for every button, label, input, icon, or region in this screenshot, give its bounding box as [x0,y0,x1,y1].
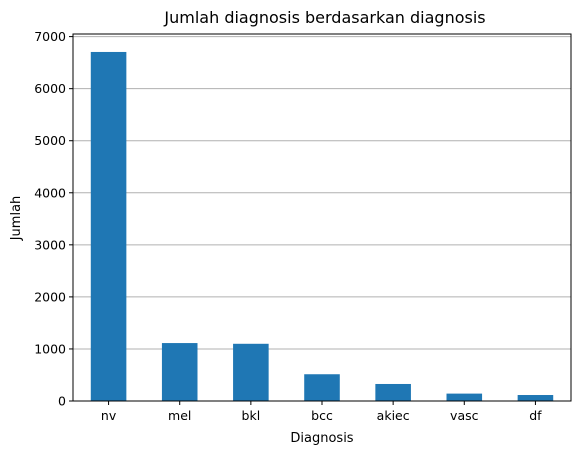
x-tick-label: akiec [377,408,410,423]
bar-df [517,395,554,401]
bar-vasc [446,393,483,401]
bar-nv [90,51,127,402]
y-tick-label: 7000 [34,29,66,44]
x-axis-label: Diagnosis [290,431,353,446]
chart-title: Jumlah diagnosis berdasarkan diagnosis [163,8,485,27]
bar-mel [161,343,198,401]
y-tick-label: 3000 [34,237,66,252]
x-tick-label: nv [101,408,117,423]
y-tick-label: 2000 [34,289,66,304]
grid-lines [73,36,571,350]
x-axis-ticks: nv mel bkl bcc akiec vasc df [101,401,542,423]
plot-frame [72,33,572,402]
bar-bcc [304,374,340,401]
x-tick-label: df [529,408,542,423]
y-axis-label: Jumlah [9,196,24,242]
bar-bkl [233,343,269,401]
y-axis-ticks: 0 1000 2000 3000 4000 5000 6000 7000 [34,29,73,409]
bar-akiec [375,383,411,401]
bars [90,51,554,402]
x-tick-label: mel [168,408,191,423]
y-tick-label: 5000 [34,133,66,148]
y-tick-label: 6000 [34,81,66,96]
x-tick-label: bkl [242,408,261,423]
y-tick-label: 0 [58,394,66,409]
y-tick-label: 1000 [34,341,66,356]
y-tick-label: 4000 [34,185,66,200]
x-tick-label: bcc [311,408,333,423]
x-tick-label: vasc [450,408,479,423]
